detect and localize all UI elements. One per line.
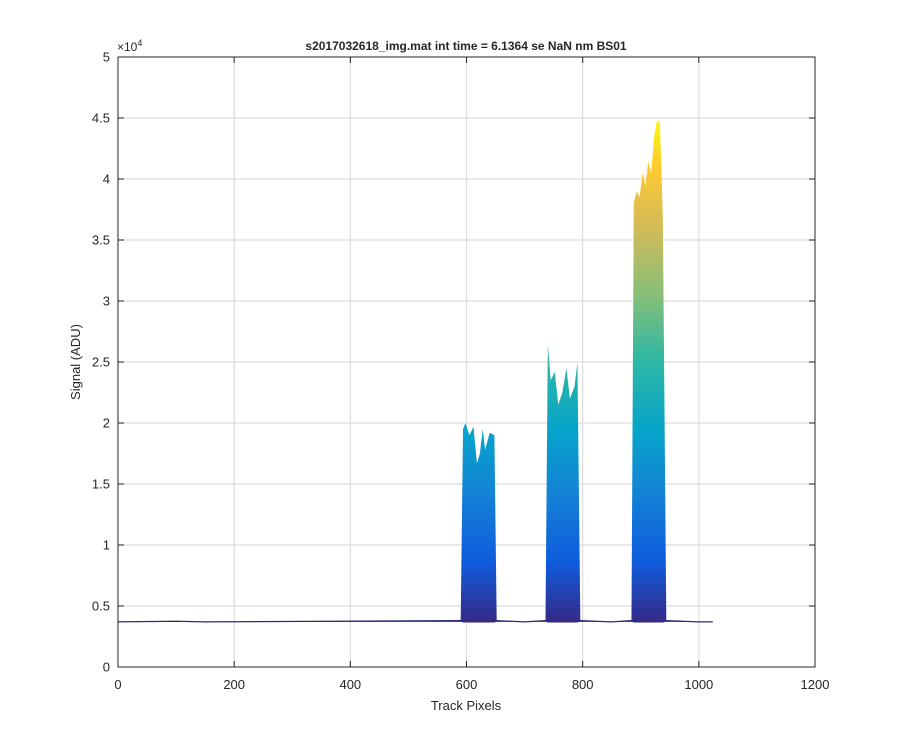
x-axis-label: Track Pixels — [431, 698, 502, 713]
y-tick-label: 1 — [103, 538, 110, 553]
chart-title: s2017032618_img.mat int time = 6.1364 se… — [305, 39, 627, 53]
x-tick-label: 800 — [572, 677, 594, 692]
signal-area — [118, 120, 713, 622]
y-tick-label: 0 — [103, 660, 110, 675]
y-tick-label: 4.5 — [92, 111, 110, 126]
y-tick-label: 0.5 — [92, 599, 110, 614]
y-tick-label: 4 — [103, 172, 110, 187]
x-tick-label: 200 — [223, 677, 245, 692]
x-tick-label: 1000 — [684, 677, 713, 692]
x-tick-label: 1200 — [801, 677, 830, 692]
y-tick-label: 5 — [103, 50, 110, 65]
x-tick-label: 600 — [456, 677, 478, 692]
x-tick-label: 400 — [339, 677, 361, 692]
y-ticks: 0 0.5 1 1.5 2 2.5 3 3.5 4 4.5 5 — [92, 50, 815, 675]
y-tick-label: 3.5 — [92, 233, 110, 248]
y-tick-label: 1.5 — [92, 477, 110, 492]
y-multiplier-exponent: 4 — [137, 38, 142, 48]
y-tick-label: 2 — [103, 416, 110, 431]
y-tick-label: 3 — [103, 294, 110, 309]
grid-lines — [118, 57, 815, 667]
x-ticks: 0 200 400 600 800 1000 1200 — [114, 57, 829, 692]
x-tick-label: 0 — [114, 677, 121, 692]
y-tick-label: 2.5 — [92, 355, 110, 370]
y-axis-label: Signal (ADU) — [68, 324, 83, 400]
signal-baseline — [117, 620, 713, 623]
y-multiplier-base: ×10 — [117, 40, 138, 54]
y-multiplier: ×104 — [117, 38, 142, 54]
